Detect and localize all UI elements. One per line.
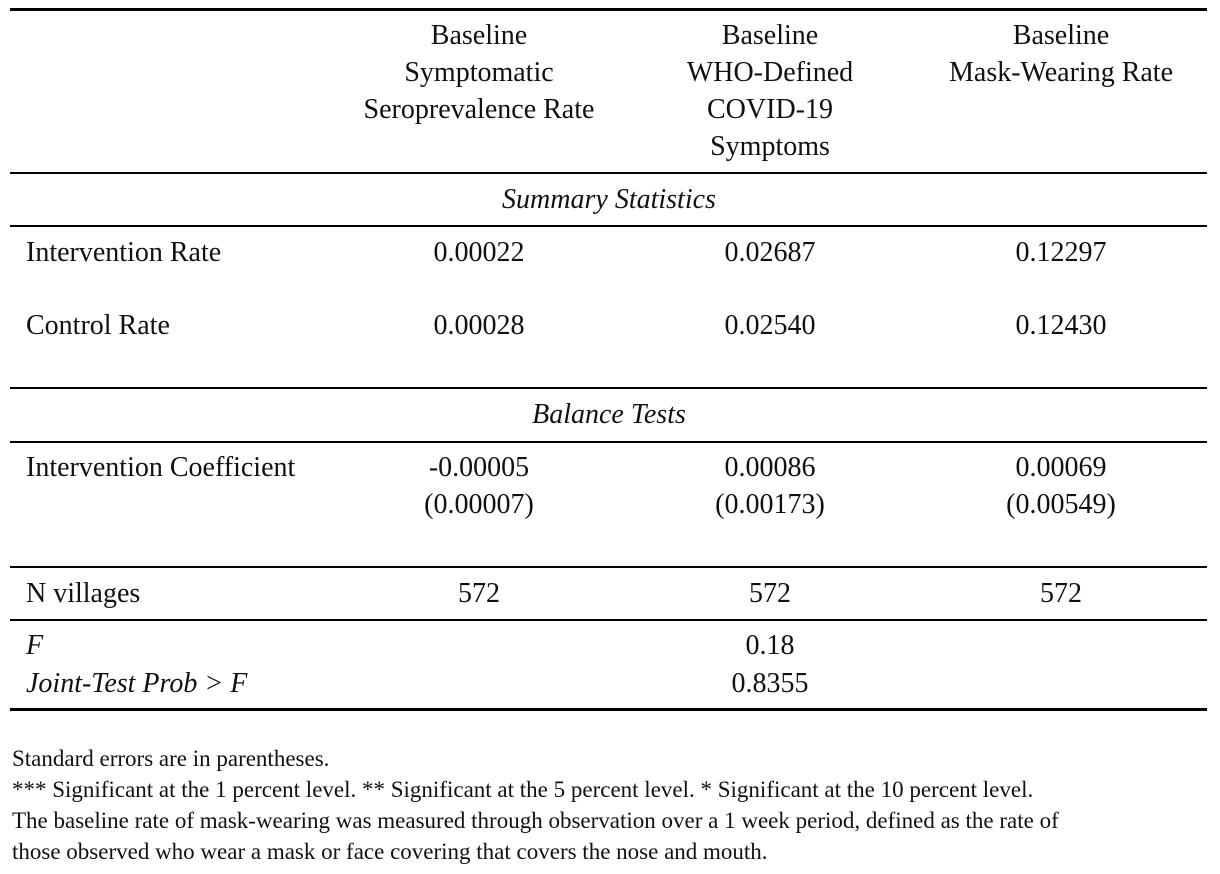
top-rule	[10, 8, 1207, 11]
header-line: Seroprevalence Rate	[363, 94, 595, 125]
header-rule	[10, 172, 1207, 174]
balance-rule	[10, 441, 1207, 443]
cell-value: 0.00069	[1015, 452, 1107, 483]
cell-value: 572	[458, 578, 500, 609]
header-line: WHO-Defined	[686, 57, 854, 88]
note-line: *** Significant at the 1 percent level. …	[12, 777, 1034, 802]
f-rule	[10, 619, 1207, 621]
header-line: Baseline	[721, 20, 819, 51]
row-label: F	[26, 630, 44, 661]
cell-value: 0.02687	[724, 237, 816, 268]
note-line: The baseline rate of mask-wearing was me…	[12, 808, 1059, 833]
header-line: Symptoms	[710, 131, 830, 162]
section-title-balance: Balance Tests	[532, 399, 686, 430]
cell-value: 0.12430	[1015, 310, 1107, 341]
cell-value: 0.8355	[731, 668, 809, 699]
note-line: those observed who wear a mask or face c…	[12, 839, 768, 864]
standard-error: (0.00549)	[1006, 489, 1116, 520]
row-label: Control Rate	[26, 310, 170, 341]
n-rule	[10, 566, 1207, 568]
summary-rule	[10, 225, 1207, 227]
section-title-summary: Summary Statistics	[502, 184, 716, 215]
cell-value: 0.00028	[433, 310, 525, 341]
standard-error: (0.00007)	[424, 489, 534, 520]
cell-value: -0.00005	[428, 452, 530, 483]
cell-value: 572	[1040, 578, 1082, 609]
cell-value: 0.12297	[1015, 237, 1107, 268]
cell-value: 0.18	[745, 630, 795, 661]
cell-value: 0.00022	[433, 237, 525, 268]
row-label: Intervention Coefficient	[26, 452, 296, 483]
cell-value: 0.02540	[724, 310, 816, 341]
standard-error: (0.00173)	[715, 489, 825, 520]
note-line: Standard errors are in parentheses.	[12, 746, 330, 771]
cell-value: 0.00086	[724, 452, 816, 483]
row-label: N villages	[26, 578, 141, 609]
row-label: Intervention Rate	[26, 237, 222, 268]
cell-value: 572	[749, 578, 791, 609]
balance-top-rule	[10, 387, 1207, 389]
bottom-rule	[10, 708, 1207, 711]
row-label: Joint-Test Prob > F	[26, 668, 248, 699]
header-line: Symptomatic	[404, 57, 554, 88]
header-line: Baseline	[430, 20, 528, 51]
header-line: Mask-Wearing Rate	[949, 57, 1173, 88]
header-line: COVID-19	[707, 94, 833, 125]
header-line: Baseline	[1012, 20, 1110, 51]
